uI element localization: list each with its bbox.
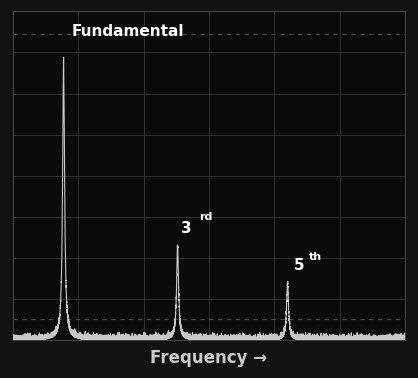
X-axis label: Frequency →: Frequency →: [150, 349, 268, 367]
Text: 5: 5: [293, 258, 304, 273]
Text: Fundamental: Fundamental: [71, 25, 184, 39]
Text: rd: rd: [199, 212, 212, 222]
Text: th: th: [308, 252, 321, 262]
Text: 3: 3: [181, 221, 192, 236]
